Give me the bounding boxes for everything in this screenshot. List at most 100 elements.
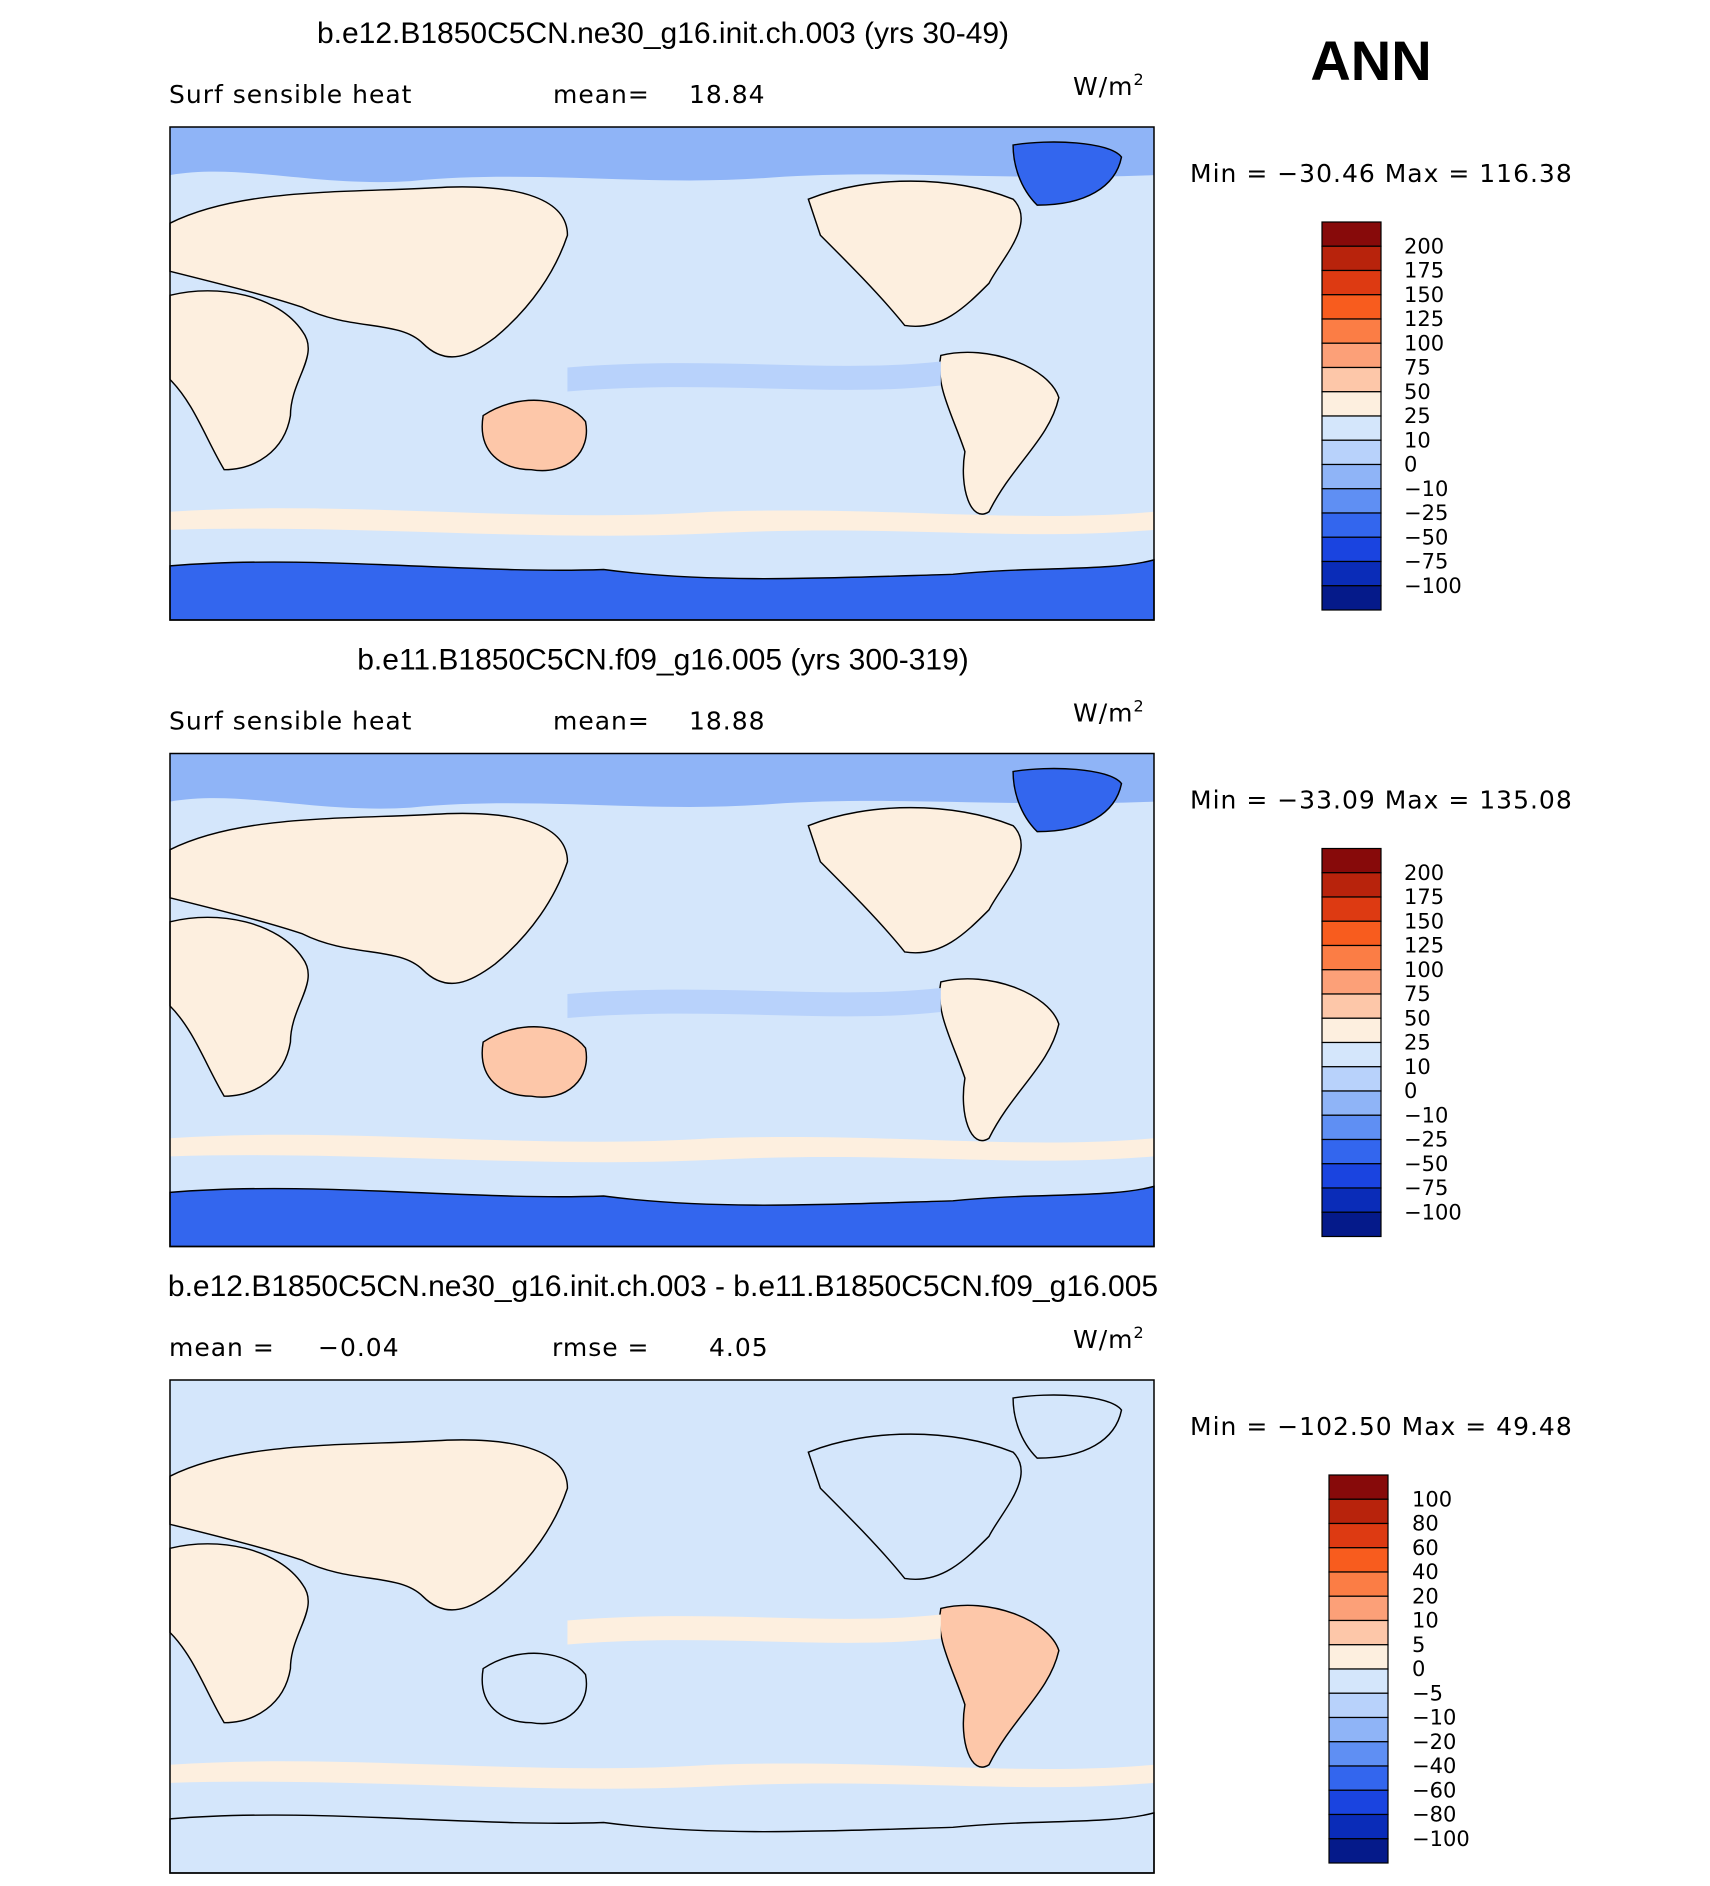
colorbar-box [1321,439,1382,466]
panel-header: Surf sensible heat [169,707,412,736]
colorbar-box [1328,1522,1389,1549]
colorbar-label: 75 [1404,982,1431,1006]
colorbar-box [1328,1741,1389,1767]
colorbar-box [1321,318,1382,344]
colorbar-box [1321,294,1382,320]
colorbar-box [1321,560,1382,587]
colorbar-box [1321,1138,1382,1165]
colorbar-label: −25 [1404,501,1448,525]
season-label: ANN [1310,29,1431,92]
colorbar-label: 175 [1404,885,1444,909]
colorbar-label: 50 [1404,1006,1431,1030]
panel-header: Surf sensible heat [169,80,412,109]
colorbar-label: 10 [1404,1055,1431,1079]
antarctica [169,1811,1155,1874]
colorbar-box [1321,366,1382,393]
colorbar-box [1321,1187,1382,1213]
australia [481,1026,588,1098]
antarctica [169,1185,1155,1248]
ocean-band [567,1614,941,1645]
arctic [170,1380,1154,1436]
colorbar-label: 100 [1404,331,1444,355]
africa [169,916,309,1097]
range-text: = [1465,1412,1487,1441]
colorbar-label: 25 [1404,1031,1431,1055]
panel-header: 18.88 [689,707,766,736]
min-max: Min = −33.09 Max = 135.08 [1190,786,1573,815]
south-america [939,978,1060,1142]
greenland [1012,141,1123,206]
colorbar-box [1328,1498,1389,1525]
colorbar-label: 200 [1404,861,1444,885]
antarctica [169,558,1155,621]
range-text: 49.48 [1496,1412,1573,1441]
panel-header: mean= [553,80,650,109]
colorbar-box [1328,1474,1389,1500]
panel-header: 4.05 [709,1333,769,1362]
colorbar-label: 5 [1412,1633,1425,1657]
eurasia [169,812,569,985]
range-text: = [1246,159,1268,188]
colorbar-label: 200 [1404,234,1444,258]
colorbar-box [1328,1716,1389,1743]
north-america [807,180,1022,328]
colorbar-label: −75 [1404,1176,1448,1200]
colorbar-label: 80 [1412,1512,1439,1536]
range-text: 135.08 [1479,786,1572,815]
north-america [807,1433,1022,1581]
units: W/m2 [1073,70,1145,101]
colorbar-label: −20 [1412,1730,1456,1754]
map-frame [169,1379,1155,1874]
colorbar-box [1321,415,1382,441]
colorbar-box [1321,1090,1382,1116]
colorbar-box [1328,1619,1389,1646]
colorbar-box [1328,1571,1389,1597]
south-america [939,351,1060,515]
colorbar-box [1321,221,1382,247]
colorbar-box [1321,1066,1382,1092]
colorbar-box [1328,1765,1389,1791]
colorbar-label: −40 [1412,1754,1456,1778]
min-max: Min = −30.46 Max = 116.38 [1190,159,1573,188]
units-base: W/m [1073,699,1134,728]
colorbar-label: 125 [1404,934,1444,958]
australia [481,399,588,472]
colorbar-label: −100 [1404,574,1462,598]
colorbar-label: 0 [1404,453,1417,477]
colorbar-box [1321,993,1382,1019]
north-america [807,806,1022,954]
africa [169,290,309,471]
map [169,1380,1155,1874]
colorbar-box [1321,872,1382,898]
range-text: Min [1190,1412,1237,1441]
colorbar-label: −10 [1404,477,1448,501]
range-text: 116.38 [1479,159,1572,188]
colorbar-label: −10 [1404,1103,1448,1127]
colorbar-label: −10 [1412,1706,1456,1730]
colorbar-box [1328,1595,1389,1622]
map [169,753,1155,1248]
arctic [170,753,1154,809]
greenland [1012,767,1123,833]
panel-header: 18.84 [689,80,766,109]
panel-title: b.e12.B1850C5CN.ne30_g16.init.ch.003 - b… [168,1270,1158,1303]
colorbar-label: −50 [1404,1152,1448,1176]
units: W/m2 [1073,697,1145,728]
colorbar-label: −100 [1412,1827,1470,1851]
colorbar-label: 150 [1404,283,1444,307]
colorbar-label: 75 [1404,356,1431,380]
range-text: Min [1190,786,1237,815]
colorbar-box [1321,512,1382,538]
units-base: W/m [1073,72,1134,101]
range-text: Max [1402,1412,1457,1441]
southern-band [170,1134,1154,1163]
panel-header: mean = [169,1333,275,1362]
range-text: = [1448,159,1470,188]
colorbar-box [1328,1813,1389,1840]
colorbar-box [1321,269,1382,296]
colorbar-box [1321,391,1382,417]
colorbar-box [1321,245,1382,272]
colorbar-label: 0 [1412,1657,1425,1681]
colorbar-label: 175 [1404,259,1444,283]
